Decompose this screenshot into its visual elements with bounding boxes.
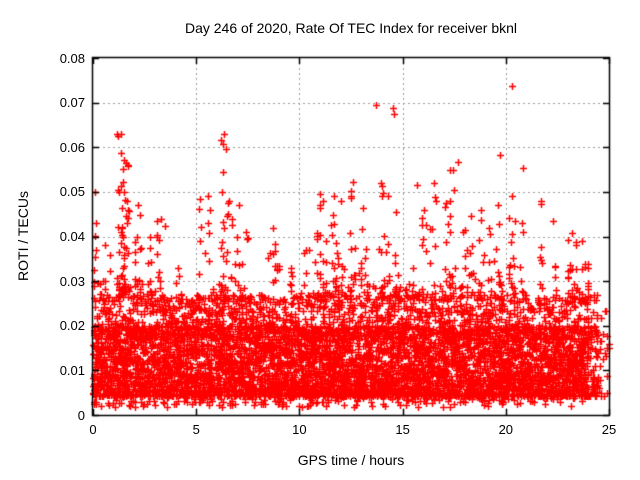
x-tick-label: 10 (292, 422, 307, 437)
y-tick-label: 0.08 (59, 50, 85, 66)
x-tick-label: 15 (395, 422, 410, 437)
y-tick-label: 0 (77, 407, 85, 423)
x-tick-label: 0 (89, 422, 97, 437)
chart-title: Day 246 of 2020, Rate Of TEC Index for r… (184, 20, 518, 36)
y-tick-label: 0.06 (59, 139, 85, 155)
y-tick-label: 0.07 (59, 95, 85, 111)
y-tick-label: 0.05 (59, 184, 85, 200)
y-axis-label: ROTI / TECUs (15, 191, 31, 281)
y-tick-label: 0.01 (59, 362, 85, 378)
x-tick-label: 5 (192, 422, 200, 437)
y-tick-label: 0.04 (59, 229, 85, 244)
x-tick-label: 25 (601, 422, 617, 437)
y-tick-label: 0.02 (59, 318, 85, 334)
x-axis-label: GPS time / hours (297, 452, 405, 468)
x-tick-label: 20 (498, 422, 514, 437)
y-tick-label: 0.03 (59, 273, 85, 289)
